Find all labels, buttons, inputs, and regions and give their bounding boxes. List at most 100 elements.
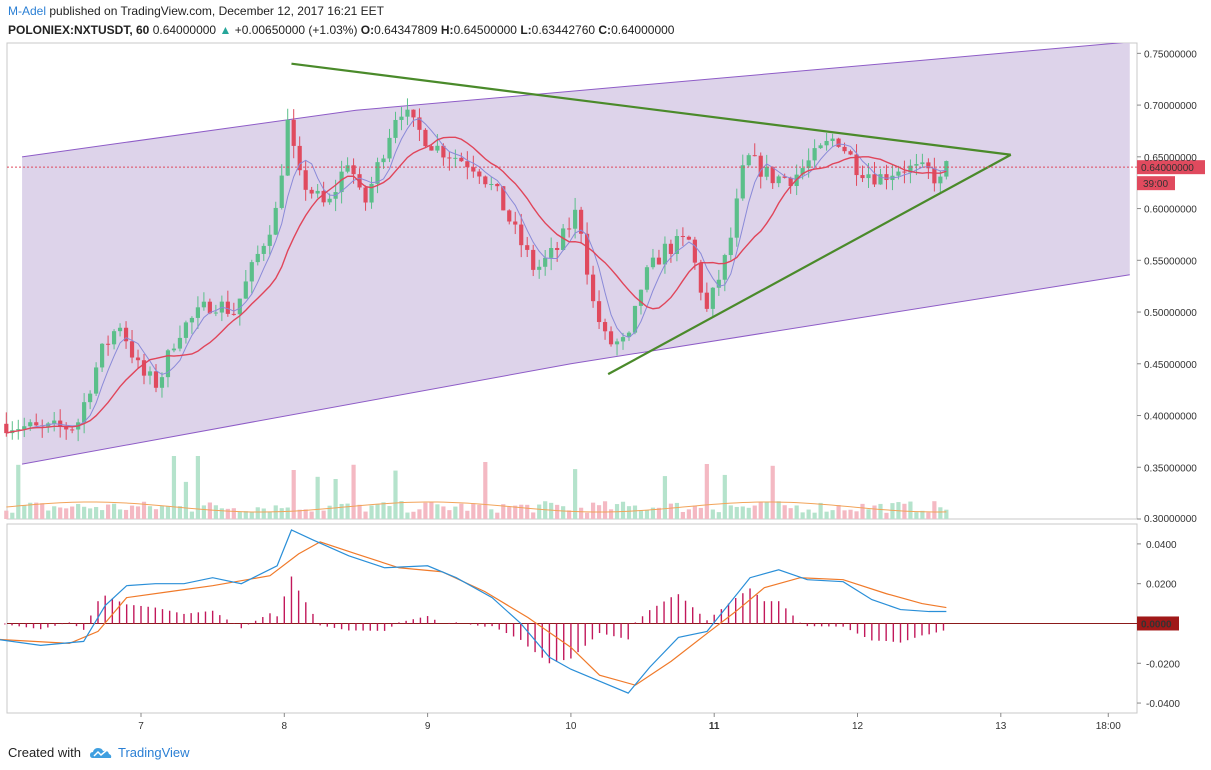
volume-bar [758,502,763,519]
volume-bar [776,501,781,519]
ma-slow-line [6,136,947,434]
volume-bar [22,505,27,519]
candle-body [590,274,596,302]
volume-bar [620,501,626,519]
low-value: 0.63442760 [531,23,596,37]
volume-bar [82,506,87,519]
candle-body [854,154,859,176]
volume-bar [189,511,195,519]
candle-body [159,377,165,388]
candle-body [728,237,733,256]
volume-bar [177,506,183,519]
volume-bar [435,504,440,519]
candle-body [201,301,206,308]
author-link[interactable]: M-Adel [8,4,47,18]
triangle-lower-trendline[interactable] [607,153,1012,376]
candle-body [411,109,416,118]
candle-body [680,236,685,238]
volume-bar [944,509,949,519]
volume-bar [579,507,584,519]
volume-bar [46,510,51,519]
volume-bar [734,506,739,519]
volume-bar [908,501,913,519]
candle-body [602,322,608,332]
candle-body [860,175,865,179]
volume-bar [812,512,817,519]
candle-body [836,138,841,147]
volume-bar [477,504,482,519]
candle-body [579,209,584,234]
macd-pane[interactable] [0,523,1138,714]
volume-bar [291,470,296,519]
tradingview-cloud-icon [89,747,112,758]
volume-bar [153,509,159,519]
volume-bar [752,505,757,519]
candle-body [357,174,362,188]
volume-bar [704,464,709,519]
candle-body [237,298,242,315]
volume-bar [141,501,147,519]
change-arrow-icon: ▲ [219,23,232,37]
volume-bar [399,501,404,519]
candle-body [297,145,302,171]
price-axis-label: 0.60000000 [1144,205,1197,216]
candle-body [273,207,278,235]
candle-body [327,198,332,203]
volume-bar [171,456,177,519]
volume-bar [333,479,338,519]
candle-body [638,289,644,306]
candle-body [561,228,566,250]
volume-bar [884,512,889,519]
countdown-tag: 39:00 [1143,179,1168,190]
candle-body [692,239,697,263]
tradingview-link[interactable]: TradingView [89,745,190,760]
volume-bar [728,505,733,519]
symbol-label[interactable]: POLONIEX:NXTUSDT, 60 [8,23,150,37]
candle-body [668,243,674,254]
volume-bar [147,506,153,519]
triangle-upper-trendline[interactable] [291,62,1011,156]
candle-body [471,167,476,172]
volume-bar [782,505,787,519]
volume-bar [716,512,721,519]
candle-body [495,183,500,187]
open-label: O: [360,23,375,37]
volume-bar [495,512,500,519]
macd-signal-line [0,541,947,686]
volume-bar [824,511,829,519]
volume-bar [201,505,206,519]
channel-lower-line [21,274,1130,465]
volume-bar [105,504,111,519]
candle-body [94,367,99,394]
candle-body [16,429,21,431]
volume-bar [16,464,21,519]
candle-body [608,331,614,345]
volume-bar [836,505,841,519]
volume-bar [722,474,727,519]
volume-bar [279,508,284,519]
candle-body [812,148,817,161]
volume-bar [680,511,685,519]
candle-body [129,341,135,358]
candle-body [734,198,739,238]
candle-body [183,322,189,338]
candle-body [800,168,805,175]
price-pane[interactable] [4,42,1138,520]
time-axis-label: 18:00 [1096,721,1121,732]
volume-bar [686,509,691,519]
candle-body [908,165,913,173]
candle-body [489,183,494,185]
candle-body [4,423,9,434]
price-axis-label: 0.30000000 [1144,514,1197,525]
volume-bar [369,505,374,519]
candle-body [513,221,518,225]
volume-bar [411,511,416,519]
volume-bar [4,510,9,519]
candle-body [549,247,554,258]
volume-bar [267,511,272,519]
candle-body [722,255,727,280]
high-value: 0.64500000 [453,23,517,37]
candle-body [447,157,452,159]
volume-bar [459,503,464,519]
